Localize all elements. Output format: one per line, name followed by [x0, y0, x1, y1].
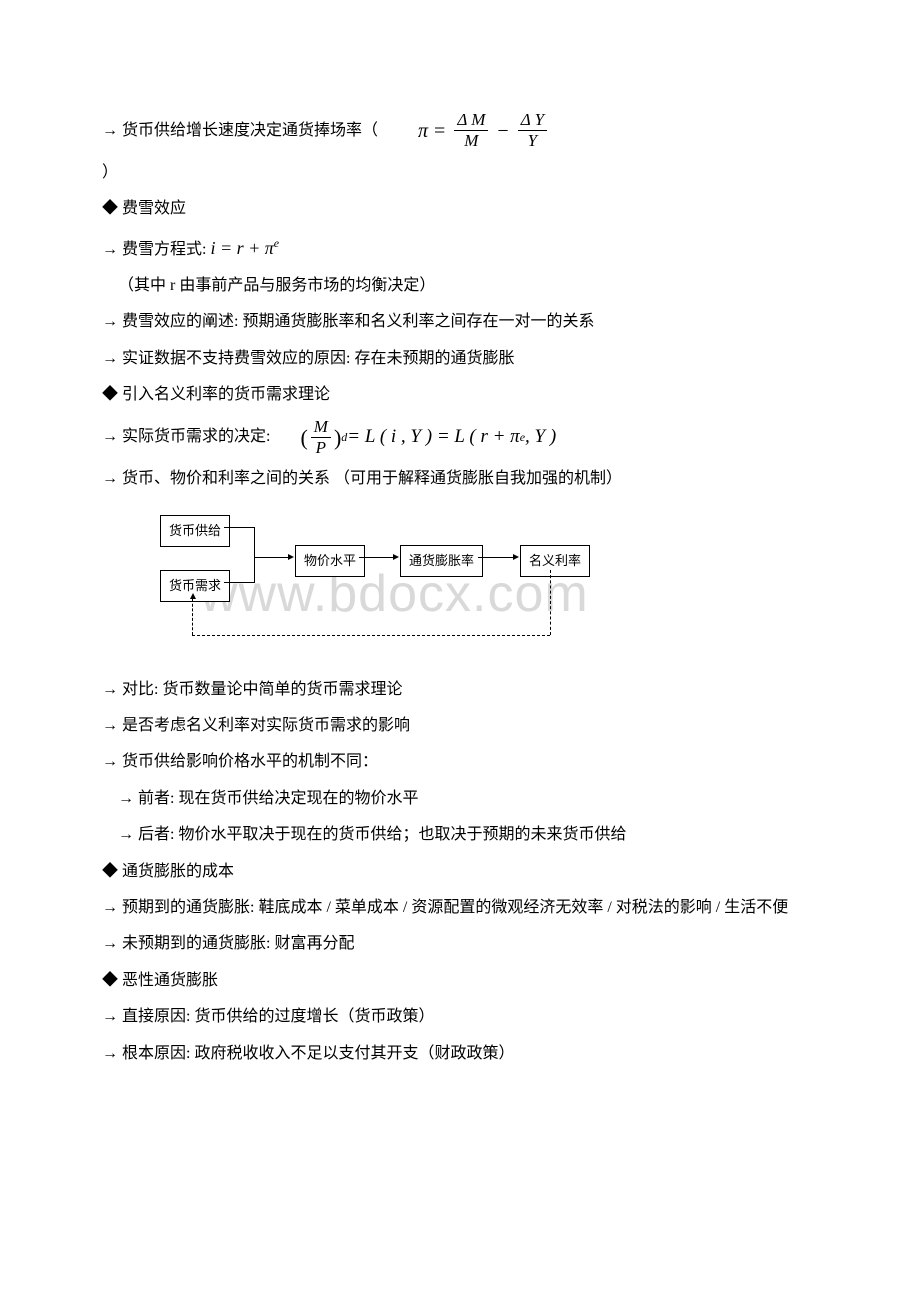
- text-l1: → 货币供给增长速度决定通货捧场率（: [102, 116, 378, 146]
- line-close-paren: ）: [70, 158, 850, 188]
- heading-fisher-effect: ◆ 费雪效应: [70, 194, 850, 224]
- flow-box-price-level: 物价水平: [295, 545, 365, 578]
- heading-nominal-rate-theory: ◆ 引入名义利率的货币需求理论: [70, 380, 850, 410]
- line-root-cause: → 根本原因: 政府税收收入不足以支付其开支（财政政策）: [70, 1039, 850, 1069]
- line-former: → 前者: 现在货币供给决定现在的物价水平: [70, 784, 850, 814]
- heading-hyperinflation: ◆ 恶性通货膨胀: [70, 966, 850, 996]
- line-empirical-reason: → 实证数据不支持费雪效应的原因: 存在未预期的通货膨胀: [70, 344, 850, 374]
- line-consider-nominal: → 是否考虑名义利率对实际货币需求的影响: [70, 711, 850, 741]
- heading-inflation-cost: ◆ 通货膨胀的成本: [70, 857, 850, 887]
- line-fisher-statement: → 费雪效应的阐述: 预期通货膨胀率和名义利率之间存在一对一的关系: [70, 307, 850, 337]
- flow-box-money-supply: 货币供给: [160, 515, 230, 548]
- line-fisher-equation: → 费雪方程式: i = r + πe: [70, 231, 850, 265]
- equation-inflation-rate: π = Δ M M − Δ Y Y: [418, 110, 550, 152]
- line-latter: → 后者: 物价水平取决于现在的货币供给；也取决于预期的未来货币供给: [70, 820, 850, 850]
- line-comparison: → 对比: 货币数量论中简单的货币需求理论: [70, 675, 850, 705]
- line-money-supply-growth: → 货币供给增长速度决定通货捧场率（ π = Δ M M − Δ Y Y: [70, 110, 850, 152]
- line-money-price-rate: → 货币、物价和利率之间的关系 （可用于解释通货膨胀自我加强的机制）: [70, 464, 850, 494]
- line-unexpected-inflation: → 未预期到的通货膨胀: 财富再分配: [70, 929, 850, 959]
- line-direct-cause: → 直接原因: 货币供给的过度增长（货币政策）: [70, 1002, 850, 1032]
- flowchart-inflation-mechanism: www.bdocx.com 货币供给 货币需求 物价水平 通货膨胀率 名义利率: [130, 515, 690, 665]
- line-mechanism-differ: → 货币供给影响价格水平的机制不同：: [70, 747, 850, 777]
- flow-box-inflation-rate: 通货膨胀率: [400, 545, 483, 578]
- equation-money-demand: ( M P )d = L ( i , Y ) = L ( r + πe, Y ): [300, 417, 556, 459]
- line-expected-inflation: → 预期到的通货膨胀: 鞋底成本 / 菜单成本 / 资源配置的微观经济无效率 /…: [70, 893, 850, 923]
- equation-fisher: i = r + πe: [210, 238, 279, 258]
- line-real-money-demand: → 实际货币需求的决定: ( M P )d = L ( i , Y ) = L …: [70, 417, 850, 459]
- flow-box-nominal-rate: 名义利率: [520, 545, 590, 578]
- line-r-explanation: （其中 r 由事前产品与服务市场的均衡决定）: [70, 271, 850, 301]
